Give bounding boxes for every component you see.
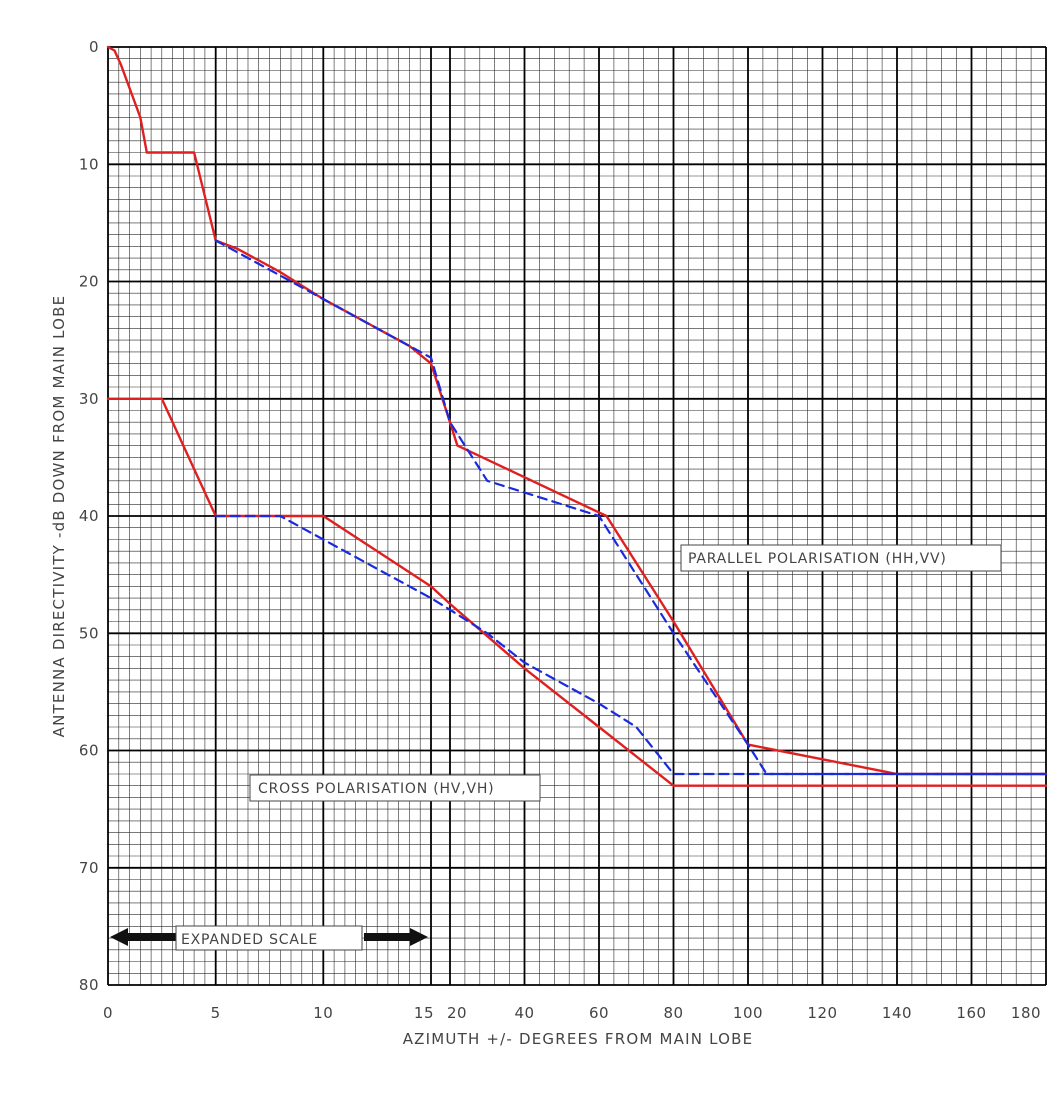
series-line-cross-dashed [214, 514, 1048, 776]
series-layer [106, 45, 1048, 787]
y-tick-label: 10 [79, 155, 99, 173]
major-grid [107, 46, 1047, 986]
x-tick-label: 20 [447, 1004, 467, 1022]
cross-polarisation-label: CROSS POLARISATION (HV,VH) [258, 781, 494, 797]
x-tick-label: 120 [807, 1004, 837, 1022]
y-axis-title: ANTENNA DIRECTIVITY -dB DOWN FROM MAIN L… [50, 295, 68, 738]
right-arrow-icon [364, 928, 428, 946]
y-tick-label: 60 [79, 742, 99, 760]
y-axis-tick-labels: 0 10 20 30 40 50 60 70 80 [79, 38, 99, 994]
x-tick-label: 80 [663, 1004, 683, 1022]
x-tick-label: 10 [313, 1004, 333, 1022]
left-arrow-icon [110, 928, 176, 946]
parallel-polarisation-label: PARALLEL POLARISATION (HH,VV) [688, 551, 947, 567]
x-tick-label: 0 [103, 1004, 113, 1022]
x-tick-label: 60 [589, 1004, 609, 1022]
parallel-polarisation-label-box: PARALLEL POLARISATION (HH,VV) [680, 544, 1002, 572]
series-line-parallel-dashed [214, 239, 1048, 776]
x-tick-label: 100 [733, 1004, 763, 1022]
x-tick-label: 180 [1011, 1004, 1041, 1022]
y-tick-label: 0 [89, 38, 99, 56]
x-tick-label: 160 [956, 1004, 986, 1022]
y-tick-label: 40 [79, 507, 99, 525]
series-line-cross-solid [106, 397, 1048, 787]
x-axis-tick-labels: 0 5 10 15 20 40 60 80 100 120 140 160 180 [103, 1004, 1041, 1022]
y-tick-label: 30 [79, 390, 99, 408]
x-tick-label: 140 [882, 1004, 912, 1022]
x-tick-label: 15 [414, 1004, 434, 1022]
y-tick-label: 50 [79, 624, 99, 642]
y-tick-label: 20 [79, 273, 99, 291]
expanded-scale-annotation: EXPANDED SCALE [110, 925, 428, 951]
x-tick-label: 40 [514, 1004, 534, 1022]
y-tick-label: 80 [79, 976, 99, 994]
x-tick-label: 5 [211, 1004, 221, 1022]
cross-polarisation-label-box: CROSS POLARISATION (HV,VH) [249, 774, 541, 802]
y-tick-label: 70 [79, 859, 99, 877]
x-axis-title: AZIMUTH +/- DEGREES FROM MAIN LOBE [403, 1030, 754, 1048]
series-line-parallel-solid [106, 45, 1048, 776]
expanded-scale-label: EXPANDED SCALE [181, 932, 318, 948]
